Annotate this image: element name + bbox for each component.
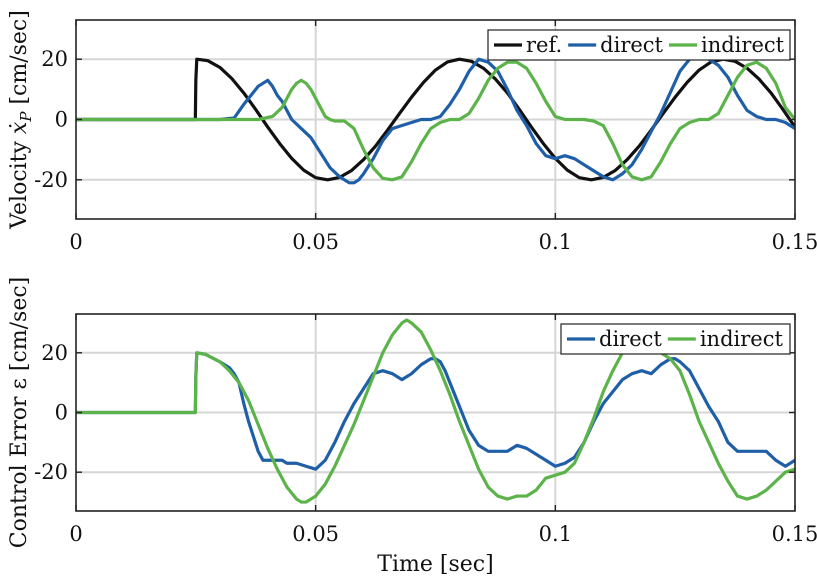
y-tick-label: 0 [55, 108, 68, 132]
legend-label: direct [599, 327, 662, 351]
series-group [76, 54, 795, 185]
series-group [76, 318, 795, 504]
y-tick-label: 20 [41, 47, 68, 71]
legend-label: indirect [700, 327, 784, 351]
legend: direct indirect [560, 323, 791, 355]
legend-box [487, 29, 791, 61]
legend: ref. direct indirect [487, 29, 791, 61]
x-tick-label: 0.05 [292, 522, 339, 546]
legend-label: direct [600, 33, 663, 57]
y-tick-label: 0 [55, 401, 68, 425]
y-tick-label: -20 [34, 460, 68, 484]
series-line-indirect [76, 318, 795, 504]
series-line-ref [76, 57, 795, 182]
y-axis-label: Control Error ε [cm/sec] [7, 277, 32, 549]
legend-label: ref. [526, 33, 562, 57]
x-tick-label: 0 [69, 230, 82, 254]
y-tick-label: -20 [34, 168, 68, 192]
x-tick-label: 0.1 [539, 522, 572, 546]
series-line-direct [76, 351, 795, 471]
x-tick-label: 0 [69, 522, 82, 546]
x-axis-label: Time [sec] [377, 552, 493, 577]
series-line-indirect [76, 60, 795, 182]
y-axis-label: Velocity ẋP [cm/sec] [7, 10, 35, 230]
x-tick-label: 0.15 [772, 522, 817, 546]
x-tick-label: 0.1 [539, 230, 572, 254]
x-tick-label: 0.05 [292, 230, 339, 254]
x-tick-label: 0.15 [772, 230, 817, 254]
control-error-panel: 0 0.05 0.1 0.15 -20 0 20 Control Error ε [cm/se… [7, 277, 817, 577]
legend-label: indirect [701, 33, 785, 57]
y-tick-label: 20 [41, 341, 68, 365]
